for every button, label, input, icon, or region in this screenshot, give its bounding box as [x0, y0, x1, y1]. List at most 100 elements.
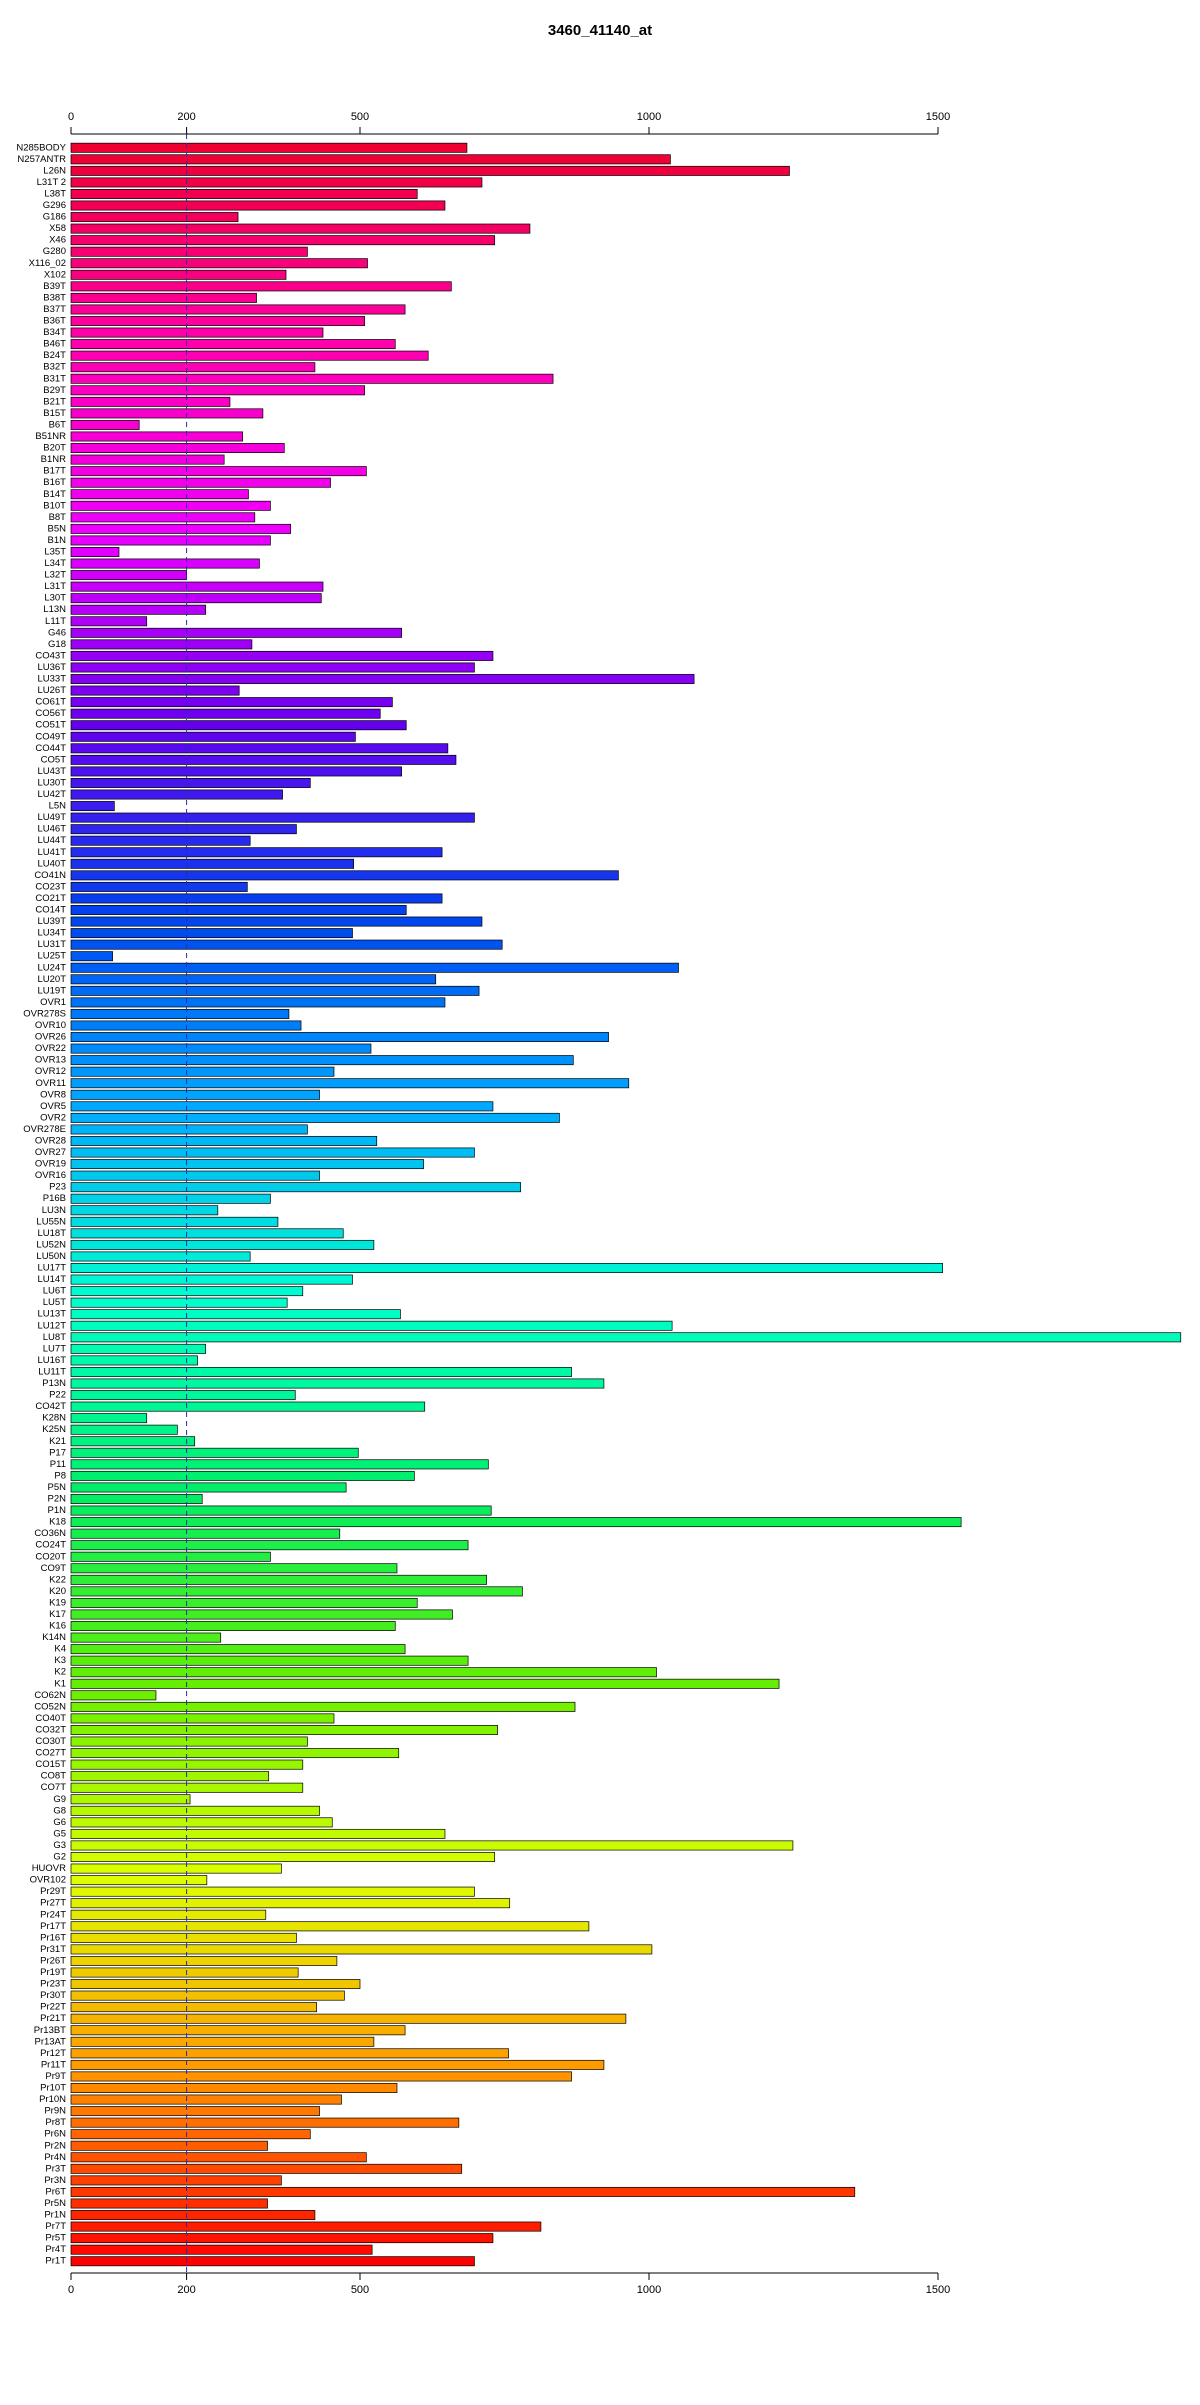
bar — [70, 639, 253, 650]
bar — [70, 1436, 196, 1447]
category-label: Pr4T — [45, 2244, 66, 2255]
category-label: X46 — [49, 235, 66, 246]
category-label: P5N — [48, 1482, 67, 1493]
bar — [70, 997, 446, 1008]
category-label: OVR2 — [40, 1112, 66, 1123]
bar — [70, 408, 264, 419]
category-label: LU36T — [37, 662, 66, 673]
category-label: OVR16 — [35, 1170, 66, 1181]
category-label: CO62N — [34, 1690, 66, 1701]
category-label: K22 — [49, 1574, 66, 1585]
category-label: G2 — [53, 1852, 66, 1863]
bar — [70, 327, 324, 338]
bar — [70, 1251, 251, 1262]
bar — [70, 1424, 178, 1435]
bar — [70, 916, 483, 927]
bar — [70, 708, 381, 719]
category-label: LU24T — [37, 962, 66, 973]
category-label: G186 — [43, 212, 66, 223]
category-label: L34T — [44, 558, 66, 569]
bar — [70, 558, 260, 569]
bar — [70, 350, 429, 361]
bar — [70, 1574, 487, 1585]
bar — [70, 581, 324, 592]
x-tick-label: 0 — [68, 111, 74, 123]
category-label: CO9T — [41, 1563, 67, 1574]
category-label: K21 — [49, 1436, 66, 1447]
category-label: G6 — [53, 1817, 66, 1828]
category-label: LU33T — [37, 674, 66, 685]
category-label: LU39T — [37, 916, 66, 927]
bar — [70, 570, 187, 581]
category-label: OVR22 — [35, 1043, 66, 1054]
bar — [70, 1470, 415, 1481]
bar — [70, 235, 496, 246]
category-label: OVR28 — [35, 1135, 66, 1146]
bar — [70, 1343, 207, 1354]
bar — [70, 928, 353, 939]
bar — [70, 1043, 372, 1054]
category-label: N257ANTR — [17, 154, 66, 165]
bar — [70, 2083, 398, 2093]
bar — [70, 1713, 335, 1724]
category-label: CO51T — [35, 720, 66, 731]
bar — [70, 1147, 475, 1158]
category-label: Pr21T — [40, 2013, 66, 2024]
category-label: L11T — [45, 616, 66, 627]
bar — [70, 674, 695, 684]
category-label: L32T — [44, 570, 66, 581]
bar — [70, 1898, 511, 1909]
category-label: OVR27 — [35, 1147, 66, 1158]
category-label: OVR102 — [30, 1875, 66, 1886]
category-label: B32T — [43, 362, 66, 373]
bar — [70, 1921, 590, 1932]
bar — [70, 1205, 219, 1216]
bar — [70, 824, 297, 835]
bar — [70, 1159, 424, 1170]
category-label: CO21T — [35, 893, 66, 904]
category-label: Pr2N — [44, 2140, 66, 2151]
category-label: OVR12 — [35, 1066, 66, 1077]
category-label: Pr11T — [41, 2059, 66, 2070]
bar — [70, 801, 115, 812]
bar — [70, 2186, 856, 2197]
category-label: K16 — [49, 1621, 66, 1632]
category-label: B39T — [43, 281, 66, 292]
bar — [70, 1655, 469, 1666]
bar — [70, 650, 494, 661]
category-label: LU6T — [43, 1286, 66, 1297]
category-label: HUOVR — [32, 1863, 66, 1874]
category-label: X116_02 — [29, 258, 66, 269]
category-label: CO14T — [35, 905, 66, 916]
bar — [70, 373, 554, 384]
bar — [70, 223, 531, 234]
category-label: Pr23T — [40, 1979, 66, 1990]
category-label: CO43T — [35, 650, 66, 661]
category-label: LU3N — [42, 1205, 66, 1216]
bar — [70, 1621, 396, 1632]
category-label: LU42T — [37, 789, 66, 800]
category-label: LU8T — [43, 1332, 66, 1343]
bar — [70, 1678, 780, 1689]
category-label: CO8T — [41, 1771, 67, 1782]
category-label: G280 — [43, 246, 66, 257]
bar — [70, 1170, 320, 1181]
x-tick-label: 1000 — [637, 2284, 661, 2296]
bar — [70, 1332, 1182, 1343]
bar — [70, 1101, 494, 1112]
bar — [70, 2013, 627, 2024]
category-label: P2N — [48, 1494, 67, 1505]
category-label: CO36N — [34, 1528, 66, 1539]
category-label: CO23T — [35, 881, 66, 892]
category-label: LU26T — [37, 685, 66, 696]
category-label: OVR278E — [23, 1124, 66, 1135]
category-label: B16T — [43, 477, 66, 488]
bar — [70, 893, 443, 904]
category-label: OVR5 — [40, 1101, 66, 1112]
bar — [70, 2002, 317, 2013]
bar — [70, 339, 396, 350]
bar — [70, 1967, 299, 1978]
x-tick-label: 500 — [351, 2284, 369, 2296]
category-label: LU31T — [37, 939, 66, 950]
bar — [70, 2163, 463, 2174]
